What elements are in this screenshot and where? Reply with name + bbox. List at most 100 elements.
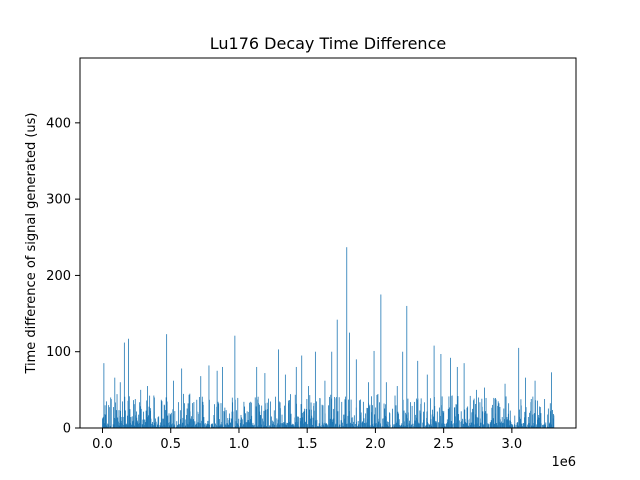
bar-peak — [153, 397, 155, 428]
bar-peak — [140, 389, 142, 428]
bar — [316, 401, 317, 428]
y-tick-label: 100 — [46, 345, 71, 360]
bar — [289, 400, 290, 428]
bar — [277, 419, 279, 428]
bar — [356, 425, 358, 428]
bar — [178, 423, 180, 428]
x-tick-label: 1.0 — [229, 437, 250, 452]
bar — [105, 401, 107, 428]
bar — [369, 404, 371, 428]
bar — [486, 413, 488, 428]
bar — [410, 402, 411, 428]
bar — [242, 424, 244, 428]
bar — [501, 421, 502, 428]
bar — [271, 420, 273, 428]
bar-peak — [450, 357, 451, 428]
bar — [224, 407, 226, 428]
bar — [124, 396, 126, 428]
bar — [179, 410, 181, 428]
bar — [407, 412, 409, 428]
bar — [495, 399, 497, 428]
bar-peak — [463, 363, 465, 428]
bar — [117, 421, 119, 428]
y-tick-label: 300 — [46, 193, 71, 208]
bar — [289, 421, 291, 428]
bar — [105, 414, 107, 428]
bar — [169, 425, 171, 428]
bar — [262, 421, 264, 428]
bar — [281, 414, 283, 428]
bar — [376, 394, 378, 428]
bar — [371, 396, 372, 428]
bar — [153, 395, 155, 428]
bar-peak — [484, 387, 485, 428]
bar — [107, 424, 109, 428]
bar — [340, 420, 342, 428]
bar — [276, 418, 278, 428]
bar — [394, 395, 396, 428]
bar — [275, 396, 276, 428]
bar — [290, 413, 292, 428]
bar — [325, 423, 326, 428]
bar — [444, 426, 446, 428]
bar — [321, 422, 323, 428]
bar — [220, 421, 222, 428]
bar — [293, 425, 295, 428]
bar — [429, 424, 431, 428]
bar — [238, 418, 240, 428]
bar-peak — [222, 366, 223, 428]
bar — [398, 419, 400, 428]
bar — [278, 401, 280, 428]
bar — [294, 394, 296, 428]
bar-peak — [497, 401, 499, 428]
bar — [328, 405, 329, 428]
bar — [494, 423, 496, 428]
bar — [261, 405, 263, 428]
bar — [334, 398, 336, 428]
bar-peak — [189, 393, 191, 428]
bar-peak — [256, 366, 258, 428]
bar — [195, 425, 196, 428]
bar — [290, 394, 291, 428]
bar — [147, 415, 149, 428]
bar — [189, 418, 191, 428]
bar — [507, 419, 509, 428]
bar — [145, 410, 147, 428]
bar-peak — [244, 406, 245, 428]
bar — [371, 412, 373, 428]
bar — [212, 423, 213, 428]
bar-peak — [284, 374, 286, 428]
bar — [413, 426, 414, 428]
bar — [238, 426, 240, 428]
bar — [357, 421, 359, 428]
bar — [491, 407, 493, 428]
bar — [317, 426, 318, 428]
bar — [204, 423, 206, 428]
bar — [190, 419, 192, 428]
bar — [110, 399, 112, 428]
bar — [267, 409, 268, 428]
bar — [529, 412, 531, 428]
bar — [119, 425, 121, 428]
bar-peak — [534, 380, 536, 428]
y-axis-label: Time difference of signal generated (us) — [24, 112, 39, 374]
bar-peak — [308, 386, 309, 428]
bar — [132, 421, 133, 428]
bar — [263, 410, 265, 428]
bar-peak — [518, 347, 520, 428]
bar — [468, 426, 470, 428]
bar — [292, 423, 294, 428]
bar — [460, 411, 462, 428]
bar — [277, 423, 278, 428]
bar — [302, 417, 304, 428]
bar — [524, 411, 526, 428]
bar — [161, 401, 163, 428]
bar — [360, 399, 361, 428]
bar — [313, 410, 315, 428]
bar — [148, 406, 150, 428]
bar — [220, 403, 222, 428]
bar — [519, 419, 521, 428]
bar-peak — [114, 377, 116, 428]
bar — [176, 421, 178, 428]
